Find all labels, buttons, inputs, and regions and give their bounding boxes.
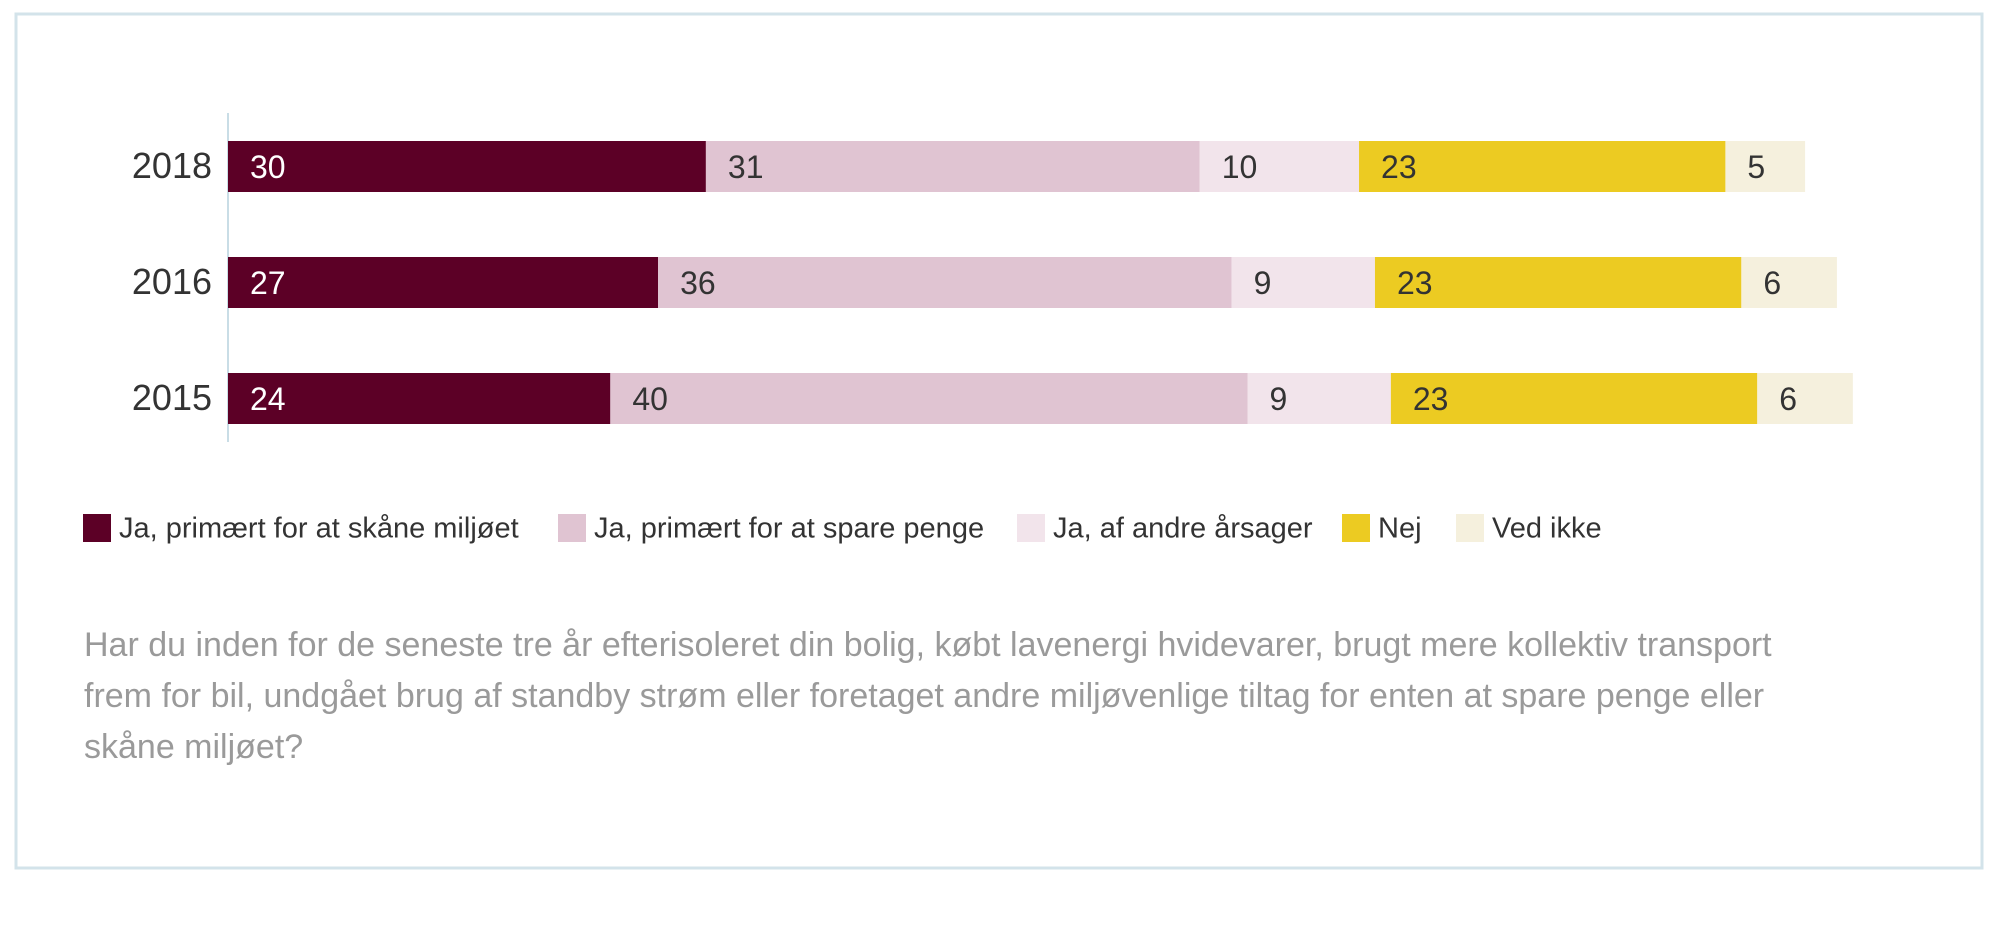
caption: Har du inden for de seneste tre år efter… — [84, 626, 1772, 664]
bar-segment — [1757, 373, 1853, 424]
legend-swatch — [1342, 514, 1370, 542]
data-label: 9 — [1254, 265, 1272, 301]
legend-swatch — [558, 514, 586, 542]
data-label: 30 — [250, 149, 286, 185]
legend-label: Nej — [1378, 513, 1422, 545]
data-label: 10 — [1222, 149, 1258, 185]
bar-segment — [1390, 373, 1758, 424]
bar-segment — [658, 257, 1232, 308]
y-tick-label: 2015 — [132, 377, 212, 418]
data-label: 6 — [1779, 381, 1797, 417]
y-tick-label: 2018 — [132, 145, 212, 186]
bar-segment — [228, 141, 706, 192]
data-label: 9 — [1270, 381, 1288, 417]
data-label: 40 — [632, 381, 668, 417]
bar-segment — [1199, 141, 1360, 192]
y-tick-label: 2016 — [132, 261, 212, 302]
data-label: 23 — [1381, 149, 1417, 185]
bar-segment — [1741, 257, 1837, 308]
data-label: 6 — [1763, 265, 1781, 301]
bar-segment — [705, 141, 1200, 192]
data-label: 5 — [1747, 149, 1765, 185]
data-label: 36 — [680, 265, 716, 301]
legend-label: Ja, af andre årsager — [1053, 513, 1313, 545]
bar-segment — [1374, 257, 1742, 308]
data-label: 24 — [250, 381, 286, 417]
bar-segment — [610, 373, 1248, 424]
legend-label: Ja, primært for at skåne miljøet — [119, 513, 519, 545]
legend-swatch — [83, 514, 111, 542]
bar-segment — [1725, 141, 1806, 192]
bar-segment — [228, 373, 611, 424]
data-label: 23 — [1413, 381, 1449, 417]
caption: skåne miljøet? — [84, 728, 303, 766]
legend-swatch — [1017, 514, 1045, 542]
bar-segment — [228, 257, 659, 308]
bar-segment — [1231, 257, 1375, 308]
legend-label: Ja, primært for at spare penge — [594, 513, 984, 545]
data-label: 31 — [728, 149, 764, 185]
data-label: 27 — [250, 265, 286, 301]
bar-segment — [1359, 141, 1726, 192]
caption: frem for bil, undgået brug af standby st… — [84, 677, 1764, 715]
bar-segment — [1247, 373, 1391, 424]
data-label: 23 — [1397, 265, 1433, 301]
legend-swatch — [1456, 514, 1484, 542]
legend-label: Ved ikke — [1492, 513, 1602, 545]
